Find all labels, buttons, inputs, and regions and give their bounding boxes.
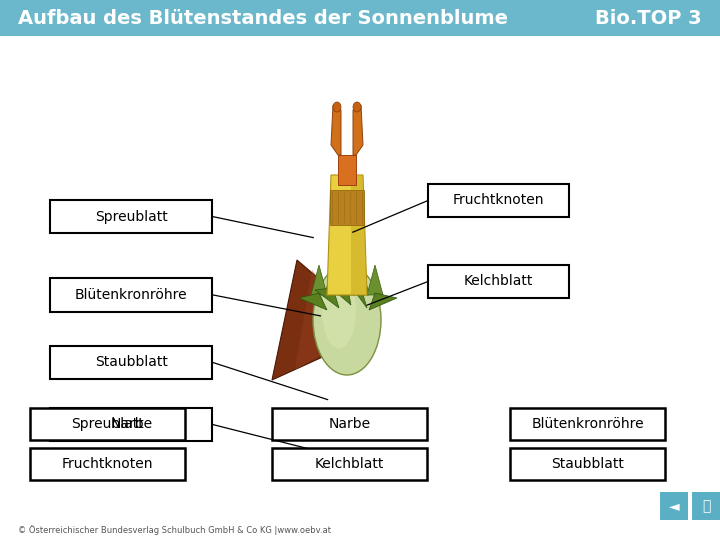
Polygon shape xyxy=(311,265,327,295)
Polygon shape xyxy=(369,293,397,310)
Text: Fruchtknoten: Fruchtknoten xyxy=(453,193,544,207)
Bar xyxy=(510,448,665,480)
Polygon shape xyxy=(299,293,327,310)
Polygon shape xyxy=(351,175,367,295)
Polygon shape xyxy=(327,175,367,295)
Ellipse shape xyxy=(313,265,381,375)
Text: Bio.TOP 3: Bio.TOP 3 xyxy=(595,9,702,28)
Text: ◄: ◄ xyxy=(669,499,679,513)
Bar xyxy=(30,448,185,480)
Bar xyxy=(272,448,427,480)
Text: Blütenkronröhre: Blütenkronröhre xyxy=(531,417,644,431)
Bar xyxy=(660,492,688,520)
Bar xyxy=(510,408,665,440)
Text: Staubblatt: Staubblatt xyxy=(95,355,168,369)
Polygon shape xyxy=(367,265,383,295)
Ellipse shape xyxy=(322,272,356,348)
Text: Narbe: Narbe xyxy=(110,417,153,431)
Polygon shape xyxy=(353,105,363,155)
Text: Staubblatt: Staubblatt xyxy=(551,457,624,471)
Ellipse shape xyxy=(353,102,361,112)
Polygon shape xyxy=(329,285,351,305)
Bar xyxy=(50,200,212,233)
Text: © Österreichischer Bundesverlag Schulbuch GmbH & Co KG |www.oebv.at: © Österreichischer Bundesverlag Schulbuc… xyxy=(18,525,331,535)
Bar xyxy=(50,408,212,441)
Polygon shape xyxy=(353,260,369,295)
Polygon shape xyxy=(339,258,355,295)
Bar xyxy=(50,346,212,379)
Bar xyxy=(692,492,720,520)
Bar xyxy=(30,408,185,440)
Bar xyxy=(272,408,427,440)
Text: Narbe: Narbe xyxy=(328,417,371,431)
Text: Aufbau des Blütenstandes der Sonnenblume: Aufbau des Blütenstandes der Sonnenblume xyxy=(18,9,508,28)
Polygon shape xyxy=(351,286,367,308)
Polygon shape xyxy=(330,190,364,225)
Bar xyxy=(428,265,569,298)
Bar xyxy=(50,278,212,312)
Bar xyxy=(428,184,569,217)
Polygon shape xyxy=(338,155,356,185)
Polygon shape xyxy=(331,105,341,155)
Polygon shape xyxy=(295,270,332,370)
Text: Spreublatt: Spreublatt xyxy=(71,417,144,431)
Polygon shape xyxy=(315,288,339,308)
Text: ⓘ: ⓘ xyxy=(702,499,710,513)
Bar xyxy=(0,0,720,36)
Polygon shape xyxy=(325,260,341,295)
Ellipse shape xyxy=(333,102,341,112)
Text: Spreublatt: Spreublatt xyxy=(95,210,168,224)
Polygon shape xyxy=(272,260,332,380)
Text: Blütenkronröhre: Blütenkronröhre xyxy=(75,288,188,302)
Text: Kelchblatt: Kelchblatt xyxy=(315,457,384,471)
Text: Kelchblatt: Kelchblatt xyxy=(464,274,534,288)
Text: Fruchtknoten: Fruchtknoten xyxy=(62,457,153,471)
